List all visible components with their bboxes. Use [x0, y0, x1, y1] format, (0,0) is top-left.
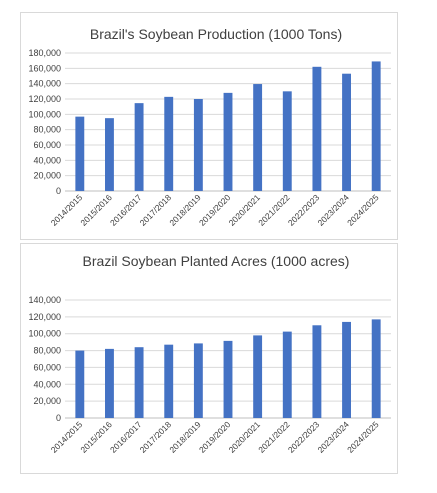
acres-y-tick-label: 40,000: [33, 379, 61, 389]
production-y-tick-label: 100,000: [28, 109, 61, 119]
acres-x-tick-label: 2024/2025: [345, 419, 381, 455]
production-y-tick-label: 120,000: [28, 94, 61, 104]
production-chart-title: Brazil's Soybean Production (1000 Tons): [90, 26, 342, 42]
acres-y-tick-label: 60,000: [33, 362, 61, 372]
acres-bar: [75, 350, 85, 418]
production-bar: [223, 92, 233, 191]
acres-chart-panel: Brazil Soybean Planted Acres (1000 acres…: [20, 243, 398, 474]
acres-bar: [164, 344, 174, 418]
production-bar: [371, 61, 381, 191]
production-bar: [105, 118, 114, 191]
acres-bar: [105, 348, 114, 418]
production-y-tick-label: 60,000: [33, 140, 61, 150]
acres-bar: [193, 343, 203, 418]
production-y-tick-label: 160,000: [28, 63, 61, 73]
production-x-tick-label: 2024/2025: [345, 192, 381, 228]
acres-bar: [253, 335, 263, 418]
production-y-tick-label: 40,000: [33, 155, 61, 165]
acres-bar: [312, 325, 322, 418]
production-bar: [164, 96, 174, 191]
acres-chart-title: Brazil Soybean Planted Acres (1000 acres…: [83, 253, 350, 269]
production-bar: [193, 99, 203, 191]
acres-y-tick-label: 120,000: [28, 312, 61, 322]
acres-y-tick-label: 20,000: [33, 396, 61, 406]
production-chart: Brazil's Soybean Production (1000 Tons) 0…: [28, 26, 391, 228]
production-bar: [134, 103, 144, 191]
acres-bar: [282, 331, 292, 418]
acres-y-tick-label: 140,000: [28, 295, 61, 305]
production-y-tick-label: 180,000: [28, 48, 61, 58]
acres-bar: [134, 347, 144, 418]
production-bar: [282, 91, 292, 191]
production-bar: [75, 116, 85, 191]
production-y-tick-label: 80,000: [33, 125, 61, 135]
acres-chart: Brazil Soybean Planted Acres (1000 acres…: [28, 253, 391, 455]
production-y-tick-label: 0: [56, 186, 61, 196]
acres-bar: [342, 321, 351, 418]
production-bar: [253, 84, 263, 191]
acres-bar: [371, 319, 381, 418]
acres-y-tick-label: 100,000: [28, 329, 61, 339]
production-chart-panel: Brazil's Soybean Production (1000 Tons) 0…: [20, 12, 398, 240]
production-bar: [312, 66, 322, 191]
production-bar: [342, 73, 351, 191]
production-y-tick-label: 20,000: [33, 171, 61, 181]
production-y-tick-label: 140,000: [28, 79, 61, 89]
acres-bar: [223, 340, 233, 418]
acres-y-tick-label: 80,000: [33, 346, 61, 356]
acres-y-tick-label: 0: [56, 413, 61, 423]
